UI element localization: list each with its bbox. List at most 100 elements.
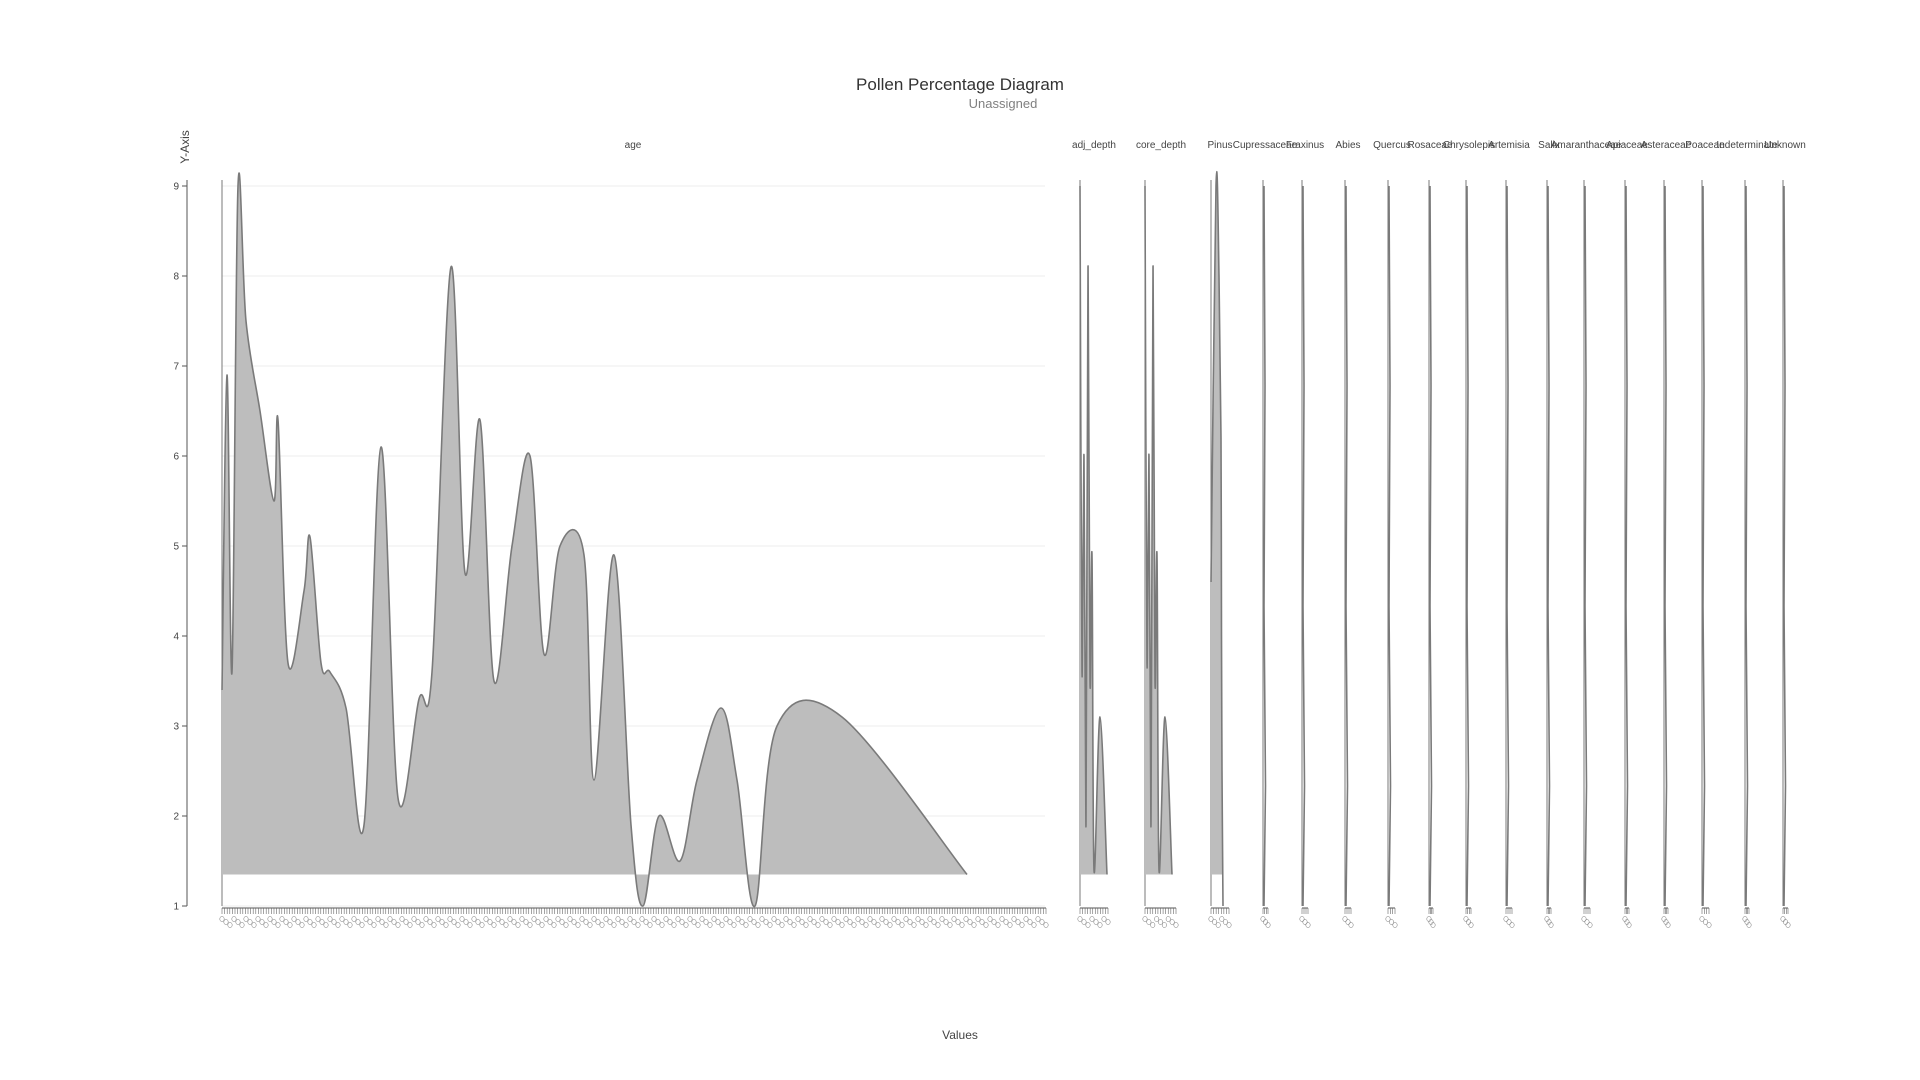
x-tick-label-mark bbox=[691, 919, 697, 925]
x-tick-label-mark bbox=[291, 916, 297, 922]
x-tick-label-mark bbox=[831, 916, 837, 922]
x-tick-label-mark bbox=[227, 922, 233, 928]
x-tick-label-mark bbox=[351, 916, 357, 922]
x-tick-label-mark bbox=[403, 919, 409, 925]
x-tick-label-mark bbox=[655, 919, 661, 925]
x-tick-label-mark bbox=[463, 919, 469, 925]
x-tick-label-mark bbox=[879, 916, 885, 922]
x-tick-label-mark bbox=[1463, 916, 1469, 922]
trace-Amaranthaceae bbox=[1584, 185, 1588, 907]
x-tick-label-mark bbox=[531, 916, 537, 922]
x-tick-label-mark bbox=[707, 922, 713, 928]
x-tick-label-mark bbox=[427, 919, 433, 925]
x-tick-label-mark bbox=[527, 922, 533, 928]
x-tick-label-mark bbox=[503, 922, 509, 928]
panel-Apiaceae: Apiaceae bbox=[1606, 140, 1648, 928]
x-tick-label-mark bbox=[275, 922, 281, 928]
x-tick-label-mark bbox=[959, 922, 965, 928]
x-tick-label-mark bbox=[803, 922, 809, 928]
y-tick-label: 7 bbox=[173, 362, 179, 373]
panel-label-Unknown: Unknown bbox=[1764, 140, 1806, 151]
panel-Salix: Salix bbox=[1538, 140, 1560, 928]
x-tick-label-mark bbox=[1081, 919, 1087, 925]
x-tick-label-mark bbox=[855, 916, 861, 922]
x-tick-label-mark bbox=[743, 922, 749, 928]
x-tick-label-mark bbox=[1085, 922, 1091, 928]
x-tick-label-mark bbox=[955, 919, 961, 925]
x-tick-label-mark bbox=[247, 919, 253, 925]
x-tick-label-mark bbox=[611, 922, 617, 928]
x-tick-label-mark bbox=[735, 916, 741, 922]
y-tick-label: 2 bbox=[173, 812, 179, 823]
x-tick-label-mark bbox=[331, 919, 337, 925]
x-tick-label-mark bbox=[1150, 922, 1156, 928]
x-tick-label-mark bbox=[1165, 916, 1171, 922]
x-tick-label-mark bbox=[643, 919, 649, 925]
x-tick-label-mark bbox=[771, 916, 777, 922]
x-tick-label-mark bbox=[647, 922, 653, 928]
x-tick-label-mark bbox=[243, 916, 249, 922]
panel-label-adj_depth: adj_depth bbox=[1072, 140, 1116, 151]
x-tick-label-mark bbox=[495, 916, 501, 922]
x-tick-label-mark bbox=[895, 919, 901, 925]
panel-label-Chrysolepis: Chrysolepis bbox=[1443, 140, 1495, 151]
x-tick-label-mark bbox=[435, 916, 441, 922]
x-tick-label-mark bbox=[1503, 916, 1509, 922]
panel-Quercus: Quercus bbox=[1373, 140, 1411, 928]
x-axis-title: Values bbox=[942, 1028, 978, 1042]
x-tick-label-mark bbox=[819, 916, 825, 922]
trace-Asteraceae bbox=[1664, 185, 1668, 907]
x-tick-label-mark bbox=[1706, 922, 1712, 928]
x-tick-label-mark bbox=[479, 922, 485, 928]
y-tick-label: 5 bbox=[173, 542, 179, 553]
x-tick-label-mark bbox=[1161, 922, 1167, 928]
x-tick-label-mark bbox=[255, 916, 261, 922]
panel-label-Apiaceae: Apiaceae bbox=[1606, 140, 1648, 151]
x-tick-label-mark bbox=[995, 922, 1001, 928]
chart-title: Pollen Percentage Diagram bbox=[856, 75, 1064, 94]
panel-label-Pinus: Pinus bbox=[1207, 140, 1232, 151]
x-tick-label-mark bbox=[507, 916, 513, 922]
panel-label-Fraxinus: Fraxinus bbox=[1286, 140, 1324, 151]
x-tick-label-mark bbox=[1265, 922, 1271, 928]
x-tick-label-mark bbox=[339, 916, 345, 922]
x-tick-label-mark bbox=[1665, 922, 1671, 928]
x-tick-label-mark bbox=[1260, 916, 1266, 922]
x-tick-label-mark bbox=[871, 919, 877, 925]
trace-Chrysolepis bbox=[1466, 185, 1470, 907]
x-tick-label-mark bbox=[1468, 922, 1474, 928]
x-tick-label-mark bbox=[383, 922, 389, 928]
x-tick-label-mark bbox=[603, 916, 609, 922]
x-tick-label-mark bbox=[487, 919, 493, 925]
x-tick-label-mark bbox=[1626, 922, 1632, 928]
x-tick-label-mark bbox=[751, 919, 757, 925]
x-tick-label-mark bbox=[551, 922, 557, 928]
x-tick-label-mark bbox=[1039, 919, 1045, 925]
y-tick-label: 3 bbox=[173, 722, 179, 733]
panel-age: age bbox=[219, 140, 1049, 928]
x-tick-label-mark bbox=[491, 922, 497, 928]
x-tick-label-mark bbox=[1509, 922, 1515, 928]
x-tick-label-mark bbox=[679, 919, 685, 925]
x-tick-label-mark bbox=[899, 922, 905, 928]
x-tick-label-mark bbox=[543, 916, 549, 922]
x-tick-label-mark bbox=[539, 922, 545, 928]
x-tick-label-mark bbox=[239, 922, 245, 928]
panel-label-Rosaceae: Rosaceae bbox=[1407, 140, 1452, 151]
panel-label-Artemisia: Artemisia bbox=[1488, 140, 1530, 151]
x-tick-label-mark bbox=[415, 919, 421, 925]
x-tick-label-mark bbox=[639, 916, 645, 922]
x-tick-label-mark bbox=[347, 922, 353, 928]
x-tick-label-mark bbox=[1146, 919, 1152, 925]
x-tick-label-mark bbox=[1158, 919, 1163, 925]
x-tick-label-mark bbox=[375, 916, 381, 922]
x-tick-label-mark bbox=[979, 919, 985, 925]
x-tick-label-mark bbox=[1506, 919, 1512, 925]
x-tick-label-mark bbox=[627, 916, 633, 922]
x-tick-label-mark bbox=[1348, 922, 1354, 928]
x-tick-label-mark bbox=[683, 922, 689, 928]
x-tick-label-mark bbox=[319, 919, 325, 925]
panel-Fraxinus: Fraxinus bbox=[1286, 140, 1324, 928]
x-tick-label-mark bbox=[747, 916, 753, 922]
x-tick-label-mark bbox=[799, 919, 805, 925]
